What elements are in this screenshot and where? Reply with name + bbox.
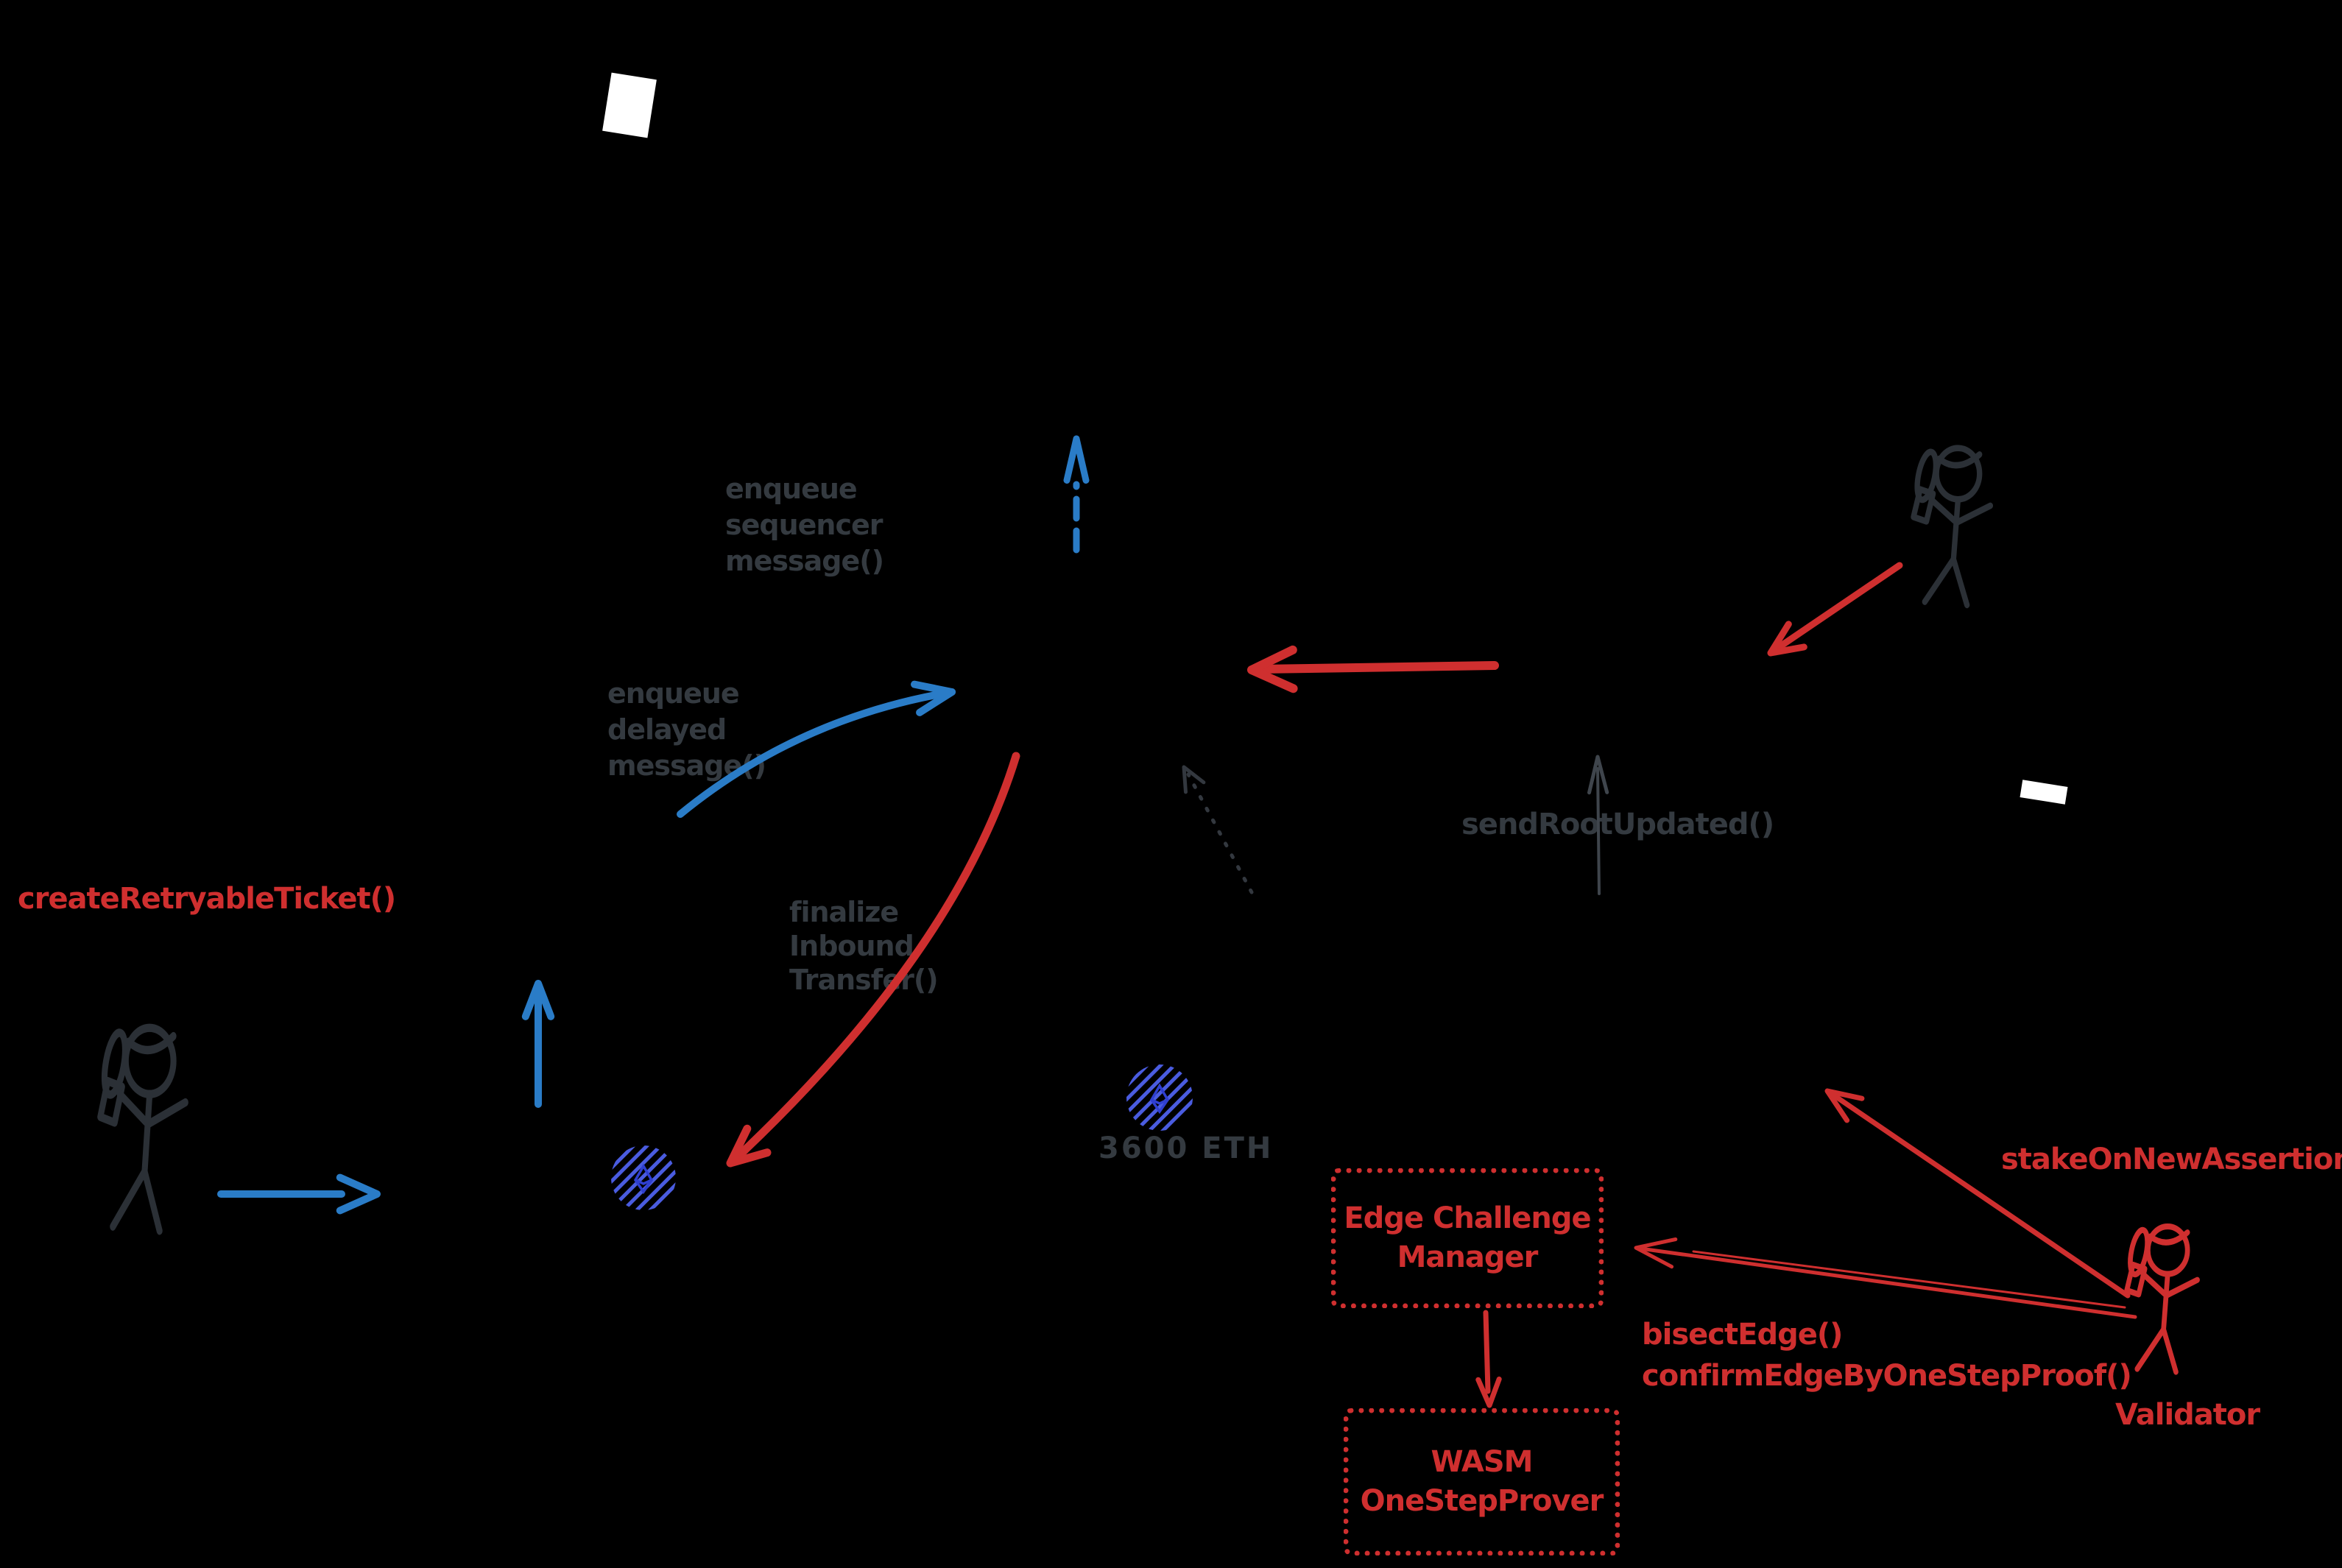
arrowhead [1182,765,1206,794]
validator-label: Validator [2115,1398,2260,1432]
escrow-eth-circle [1126,1064,1193,1131]
one-step-proof-arrow [1475,1310,1502,1408]
send-root-updated-label: sendRootUpdated() [1461,808,1774,841]
eth-amount-label: 3600 ETH [1098,1131,1274,1165]
l1-user-figure [97,1023,188,1235]
deposit-arrow-up [521,980,555,1108]
sequencer-feed-arrow [1063,435,1090,554]
create-retryable-ticket-label: createRetryableTicket() [18,882,396,916]
bisect-edge-arrow [1634,1237,2137,1319]
l2-user-figure [1911,445,1994,609]
stake-on-new-assertion-arrow [1824,1088,2131,1299]
arrowhead [1824,1088,1865,1123]
stake-on-new-assertion-label: stakeOnNewAssertion() [2001,1143,2342,1176]
arrowhead [1767,621,1807,657]
deposit-arrow-right [217,1173,381,1215]
arrowhead [1587,755,1609,795]
arrowhead [1475,1376,1502,1408]
bisect-confirm-label: bisectEdge() confirmEdgeByOneStepProof() [1642,1318,2132,1393]
arrowhead [1634,1237,1678,1269]
edge-challenge-manager-box: Edge Challenge Manager [1331,1168,1604,1308]
arrowhead [1063,435,1090,484]
ticket-note [602,72,657,138]
bridge-eth-circle [611,1145,676,1210]
create-assertion-arrow [1247,645,1499,693]
retryable-redeem-dotted-arrow [1182,765,1254,894]
l2-user-tx-arrow [1767,562,1903,657]
arrowhead [726,1124,772,1168]
arrowhead [336,1173,381,1215]
arrowhead [521,980,555,1020]
arrowhead [1247,645,1298,693]
enqueue-sequencer-label: enqueue sequencer message() [725,473,884,577]
receipt-note [2020,780,2068,805]
eth-icon [633,1163,654,1195]
enqueue-delayed-label: enqueue delayed message() [607,677,766,782]
eth-icon [1149,1083,1170,1115]
bisect-edge-arrow-stroke2 [1692,1250,2126,1309]
validator-figure [2124,1223,2200,1375]
arrowhead [911,680,956,716]
wasm-one-step-prover-box: WASM OneStepProver [1344,1408,1620,1555]
finalize-inbound-transfer-label: finalize Inbound Transfer() [789,896,939,996]
